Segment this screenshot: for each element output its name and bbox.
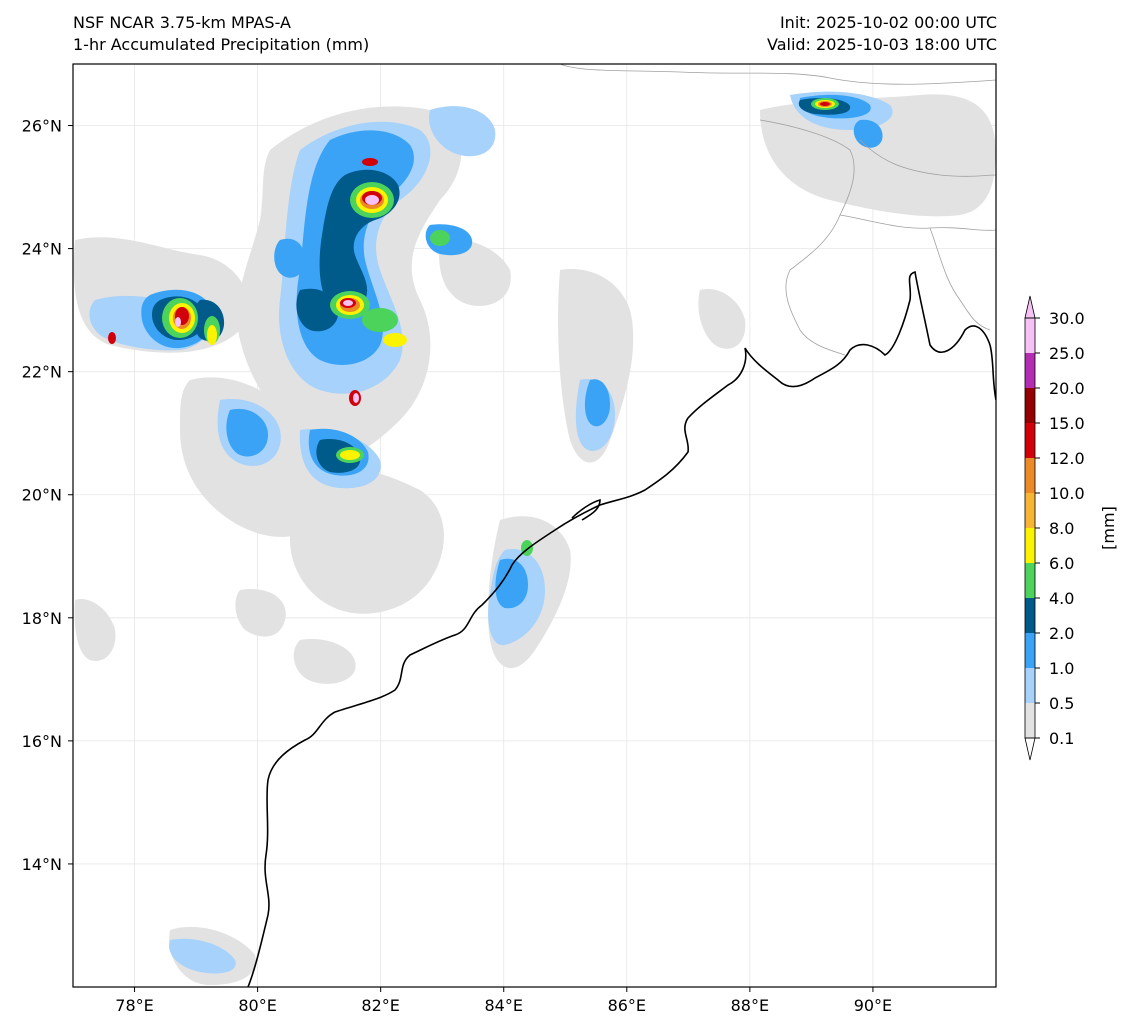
model-title: NSF NCAR 3.75-km MPAS-A xyxy=(73,13,291,32)
colorbar-segment xyxy=(1025,458,1035,493)
colorbar-tick-label: 2.0 xyxy=(1049,624,1074,643)
colorbar-tick-label: 15.0 xyxy=(1049,414,1085,433)
colorbar-tick-label: 0.5 xyxy=(1049,694,1074,713)
lat-tick-label: 20°N xyxy=(22,486,62,505)
colorbar-segment xyxy=(1025,598,1035,633)
lon-tick-label: 80°E xyxy=(238,996,276,1015)
lon-tick-label: 86°E xyxy=(608,996,646,1015)
colorbar-tick-label: 4.0 xyxy=(1049,589,1074,608)
colorbar-segment xyxy=(1025,668,1035,703)
colorbar-tick-label: 1.0 xyxy=(1049,659,1074,678)
lat-tick-label: 26°N xyxy=(22,117,62,136)
colorbar-tick-label: 25.0 xyxy=(1049,344,1085,363)
colorbar-segment xyxy=(1025,493,1035,528)
lon-tick-label: 82°E xyxy=(361,996,399,1015)
colorbar-segment xyxy=(1025,388,1035,423)
colorbar-tick-label: 12.0 xyxy=(1049,449,1085,468)
valid-time: Valid: 2025-10-03 18:00 UTC xyxy=(766,35,997,54)
lon-tick-label: 84°E xyxy=(484,996,522,1015)
colorbar-tick-label: 30.0 xyxy=(1049,309,1085,328)
colorbar-segment xyxy=(1025,318,1035,353)
colorbar-extend-min xyxy=(1024,737,1036,761)
colorbar-segment xyxy=(1025,423,1035,458)
colorbar-segment xyxy=(1025,353,1035,388)
colorbar-label: [mm] xyxy=(1099,506,1118,550)
colorbar-segment xyxy=(1025,528,1035,563)
colorbar: 0.1 0.5 1.0 2.0 4.0 6.0 8.0 10.0 12.0 15.0 20.0 25.… xyxy=(1024,295,1118,761)
lat-tick-label: 24°N xyxy=(22,240,62,259)
colorbar-segment xyxy=(1025,633,1035,668)
field-title: 1-hr Accumulated Precipitation (mm) xyxy=(73,35,370,54)
colorbar-tick-label: 20.0 xyxy=(1049,379,1085,398)
lat-tick-label: 18°N xyxy=(22,609,62,628)
lon-tick-label: 88°E xyxy=(731,996,769,1015)
title-right: Init: 2025-10-02 00:00 UTC Valid: 2025-1… xyxy=(767,12,997,56)
lon-tick-label: 78°E xyxy=(115,996,153,1015)
coastline xyxy=(247,270,996,987)
longitude-axis: 78°E 80°E 82°E 84°E 86°E 88°E 90°E xyxy=(115,987,892,1015)
precipitation-field xyxy=(73,91,996,985)
colorbar-extend-max xyxy=(1024,295,1036,319)
init-time: Init: 2025-10-02 00:00 UTC xyxy=(779,13,997,32)
colorbar-tick-label: 8.0 xyxy=(1049,519,1074,538)
colorbar-tick-label: 0.1 xyxy=(1049,729,1074,748)
map-frame xyxy=(72,63,997,988)
colorbar-segment xyxy=(1025,563,1035,598)
lon-tick-label: 90°E xyxy=(854,996,892,1015)
precip-pink xyxy=(175,195,379,403)
title-left: NSF NCAR 3.75-km MPAS-A 1-hr Accumulated… xyxy=(73,12,369,56)
colorbar-segment xyxy=(1025,703,1035,738)
colorbar-tick-label: 10.0 xyxy=(1049,484,1085,503)
lat-tick-label: 14°N xyxy=(22,855,62,874)
country-borders xyxy=(559,64,996,356)
lat-tick-label: 16°N xyxy=(22,732,62,751)
colorbar-tick-label: 6.0 xyxy=(1049,554,1074,573)
lat-tick-label: 22°N xyxy=(22,363,62,382)
latitude-axis: 26°N 24°N 22°N 20°N 18°N 16°N 14°N xyxy=(22,117,73,874)
